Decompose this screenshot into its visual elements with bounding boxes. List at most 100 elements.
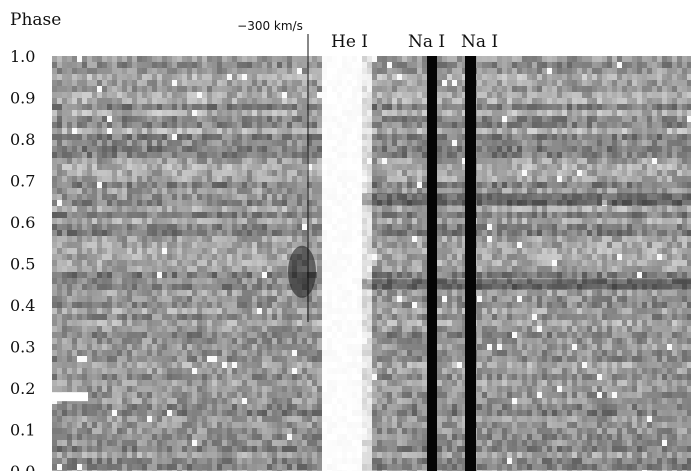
- spectrum-pixel: [62, 248, 68, 255]
- spectrum-pixel: [652, 218, 658, 225]
- spectrum-pixel: [197, 254, 203, 261]
- spectrum-pixel: [327, 146, 333, 153]
- spectrum-pixel: [87, 98, 93, 105]
- spectrum-pixel: [687, 104, 691, 111]
- spectrum-pixel: [347, 146, 353, 153]
- spectrum-pixel: [577, 188, 583, 195]
- spectrum-pixel: [322, 98, 328, 105]
- spectrum-pixel: [87, 242, 93, 249]
- spectrum-pixel: [447, 260, 453, 267]
- spectrum-pixel: [572, 254, 578, 261]
- spectrum-pixel: [82, 278, 88, 285]
- spectrum-pixel: [667, 224, 673, 231]
- spectrum-pixel: [582, 104, 588, 111]
- spectrum-pixel: [322, 164, 328, 171]
- spectrum-pixel: [77, 122, 83, 129]
- spectrum-pixel: [407, 260, 413, 267]
- spectrum-pixel: [257, 266, 263, 273]
- spectrum-pixel: [647, 140, 653, 147]
- spectrum-pixel: [192, 194, 198, 201]
- spectrum-pixel: [602, 212, 608, 219]
- spectrum-pixel: [242, 110, 248, 117]
- spectrum-pixel: [352, 164, 358, 171]
- spectrum-pixel: [407, 128, 413, 135]
- spectrum-pixel: [522, 152, 528, 159]
- spectrum-pixel: [537, 56, 543, 63]
- spectrum-pixel: [57, 206, 63, 213]
- spectrum-pixel: [612, 200, 618, 207]
- spectrum-pixel: [477, 152, 483, 159]
- spectrum-pixel: [197, 74, 203, 81]
- spectrum-pixel: [117, 284, 123, 291]
- spectrum-pixel: [187, 104, 193, 111]
- spectrum-pixel: [117, 140, 123, 147]
- spectrum-pixel: [347, 116, 353, 123]
- spectrum-pixel: [502, 86, 508, 93]
- spectrum-pixel: [607, 146, 613, 153]
- spectrum-pixel: [647, 236, 653, 243]
- spectrum-pixel: [532, 86, 538, 93]
- spectrum-pixel: [177, 224, 183, 231]
- spectrum-pixel: [252, 74, 258, 81]
- spectrum-pixel: [392, 212, 398, 219]
- spectrum-pixel: [207, 200, 213, 207]
- spectrum-pixel: [372, 230, 378, 237]
- spectrum-pixel: [177, 272, 183, 279]
- spectrum-pixel: [52, 122, 58, 129]
- spectrum-pixel: [492, 86, 498, 93]
- spectrum-pixel: [162, 188, 168, 195]
- spectrum-pixel: [262, 284, 268, 291]
- spectrum-pixel: [662, 254, 668, 261]
- spectrum-pixel: [187, 140, 193, 147]
- spectrum-pixel: [477, 140, 483, 147]
- spectrum-pixel: [492, 194, 498, 201]
- spectrum-pixel: [52, 266, 58, 273]
- spectrum-pixel: [457, 182, 463, 189]
- spectrum-pixel: [622, 218, 628, 225]
- spectrum-pixel: [612, 110, 618, 117]
- spectrum-pixel: [362, 134, 368, 141]
- spectrum-pixel: [332, 176, 338, 183]
- spectrum-pixel: [107, 164, 113, 171]
- spectrum-pixel: [182, 170, 188, 177]
- spectrum-pixel: [647, 98, 653, 105]
- spectrum-pixel: [392, 98, 398, 105]
- spectrum-pixel: [442, 164, 448, 171]
- spectrum-pixel: [292, 140, 298, 147]
- spectrum-pixel: [167, 56, 173, 63]
- spectrum-pixel: [552, 140, 558, 147]
- spectrum-pixel: [352, 104, 358, 111]
- spectrum-pixel: [607, 152, 613, 159]
- spectrum-pixel: [572, 146, 578, 153]
- spectrum-pixel: [87, 230, 93, 237]
- spectrum-pixel: [127, 140, 133, 147]
- spectrum-pixel: [622, 134, 628, 141]
- spectrum-pixel: [252, 212, 258, 219]
- spectrum-pixel: [602, 152, 608, 159]
- spectrum-pixel: [547, 98, 553, 105]
- spectrum-pixel: [192, 266, 198, 273]
- spectrum-pixel: [77, 80, 83, 87]
- spectrum-pixel: [532, 80, 538, 87]
- spectrum-pixel: [172, 62, 178, 69]
- spectrum-pixel: [87, 182, 93, 189]
- spectrum-pixel: [487, 86, 493, 93]
- spectrum-pixel: [477, 170, 483, 177]
- spectrum-pixel: [452, 260, 458, 267]
- spectrum-pixel: [572, 140, 578, 147]
- spectrum-pixel: [317, 158, 323, 165]
- spectrum-pixel: [667, 116, 673, 123]
- spectrum-pixel: [342, 152, 348, 159]
- spectrum-pixel: [77, 254, 83, 261]
- spectrum-pixel: [92, 152, 98, 159]
- spectrum-pixel: [352, 170, 358, 177]
- spectrum-pixel: [92, 128, 98, 135]
- spectrum-pixel: [57, 116, 63, 123]
- spectrum-pixel: [187, 68, 193, 75]
- spectrum-pixel: [407, 74, 413, 81]
- spectrum-pixel: [532, 74, 538, 81]
- spectrum-pixel: [297, 134, 303, 141]
- spectrum-pixel: [672, 98, 678, 105]
- spectrum-pixel: [182, 74, 188, 81]
- spectrum-pixel: [632, 110, 638, 117]
